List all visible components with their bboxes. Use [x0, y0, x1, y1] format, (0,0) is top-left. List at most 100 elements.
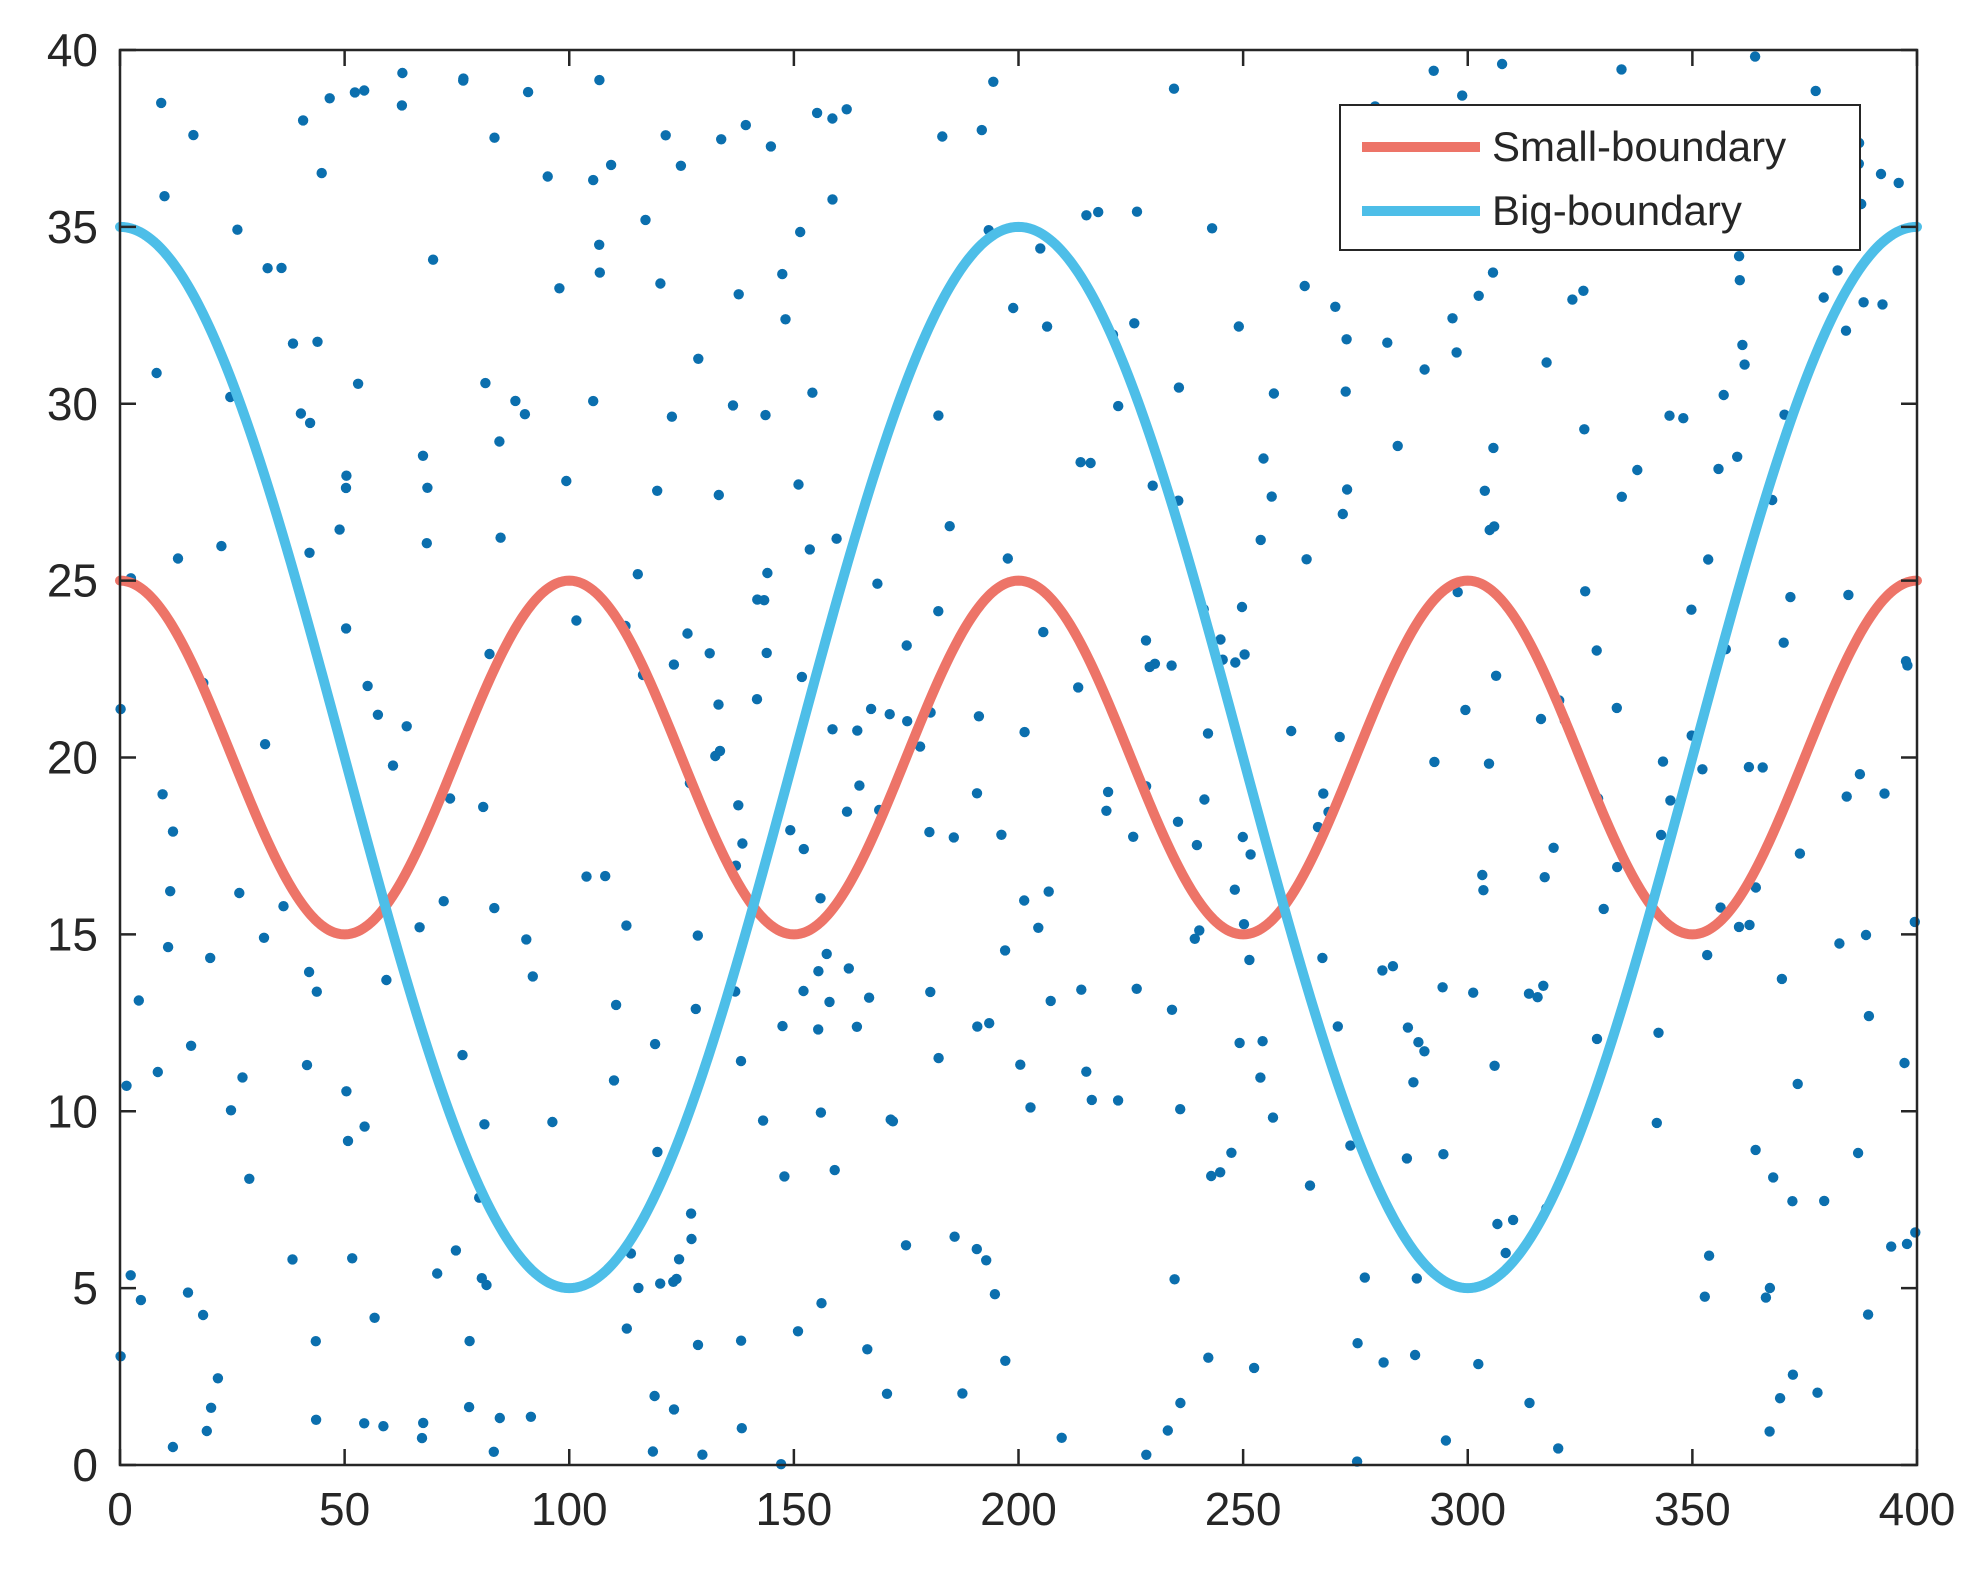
scatter-point — [1451, 347, 1462, 358]
y-tick-label: 15 — [47, 908, 98, 960]
scatter-point — [1215, 1167, 1226, 1178]
scatter-point — [925, 986, 936, 998]
scatter-point — [438, 896, 449, 907]
scatter-point — [378, 1421, 389, 1432]
scatter-point — [463, 1401, 475, 1413]
scatter-point — [1257, 1036, 1268, 1047]
scatter-point — [1776, 973, 1788, 985]
scatter-point — [1245, 849, 1256, 860]
scatter-point — [1632, 464, 1643, 476]
scatter-point — [762, 567, 773, 579]
scatter-point — [733, 289, 744, 300]
scatter-point — [988, 76, 999, 88]
scatter-point — [1900, 656, 1912, 667]
scatter-point — [397, 67, 408, 79]
scatter-point — [827, 194, 838, 205]
scatter-point — [798, 843, 809, 855]
scatter-point — [902, 716, 913, 727]
scatter-point — [1206, 1170, 1217, 1182]
scatter-point — [1858, 297, 1869, 308]
scatter-point — [1879, 788, 1890, 799]
scatter-point — [1318, 788, 1329, 799]
scatter-point — [1749, 51, 1761, 62]
scatter-point — [1862, 1309, 1874, 1320]
scatter-point — [1255, 1072, 1266, 1083]
scatter-point — [297, 115, 309, 126]
scatter-point — [668, 659, 680, 670]
scatter-point — [1286, 725, 1297, 737]
scatter-point — [713, 699, 724, 710]
scatter-point — [489, 902, 500, 914]
scatter-point — [1678, 413, 1689, 424]
scatter-point — [1102, 786, 1114, 798]
scatter-point — [737, 838, 748, 849]
scatter-point — [1408, 1077, 1419, 1088]
scatter-point — [1794, 848, 1806, 859]
scatter-point — [494, 1412, 505, 1424]
scatter-point — [1341, 334, 1352, 345]
scatter-point — [1532, 992, 1543, 1003]
scatter-point — [1893, 177, 1904, 189]
scatter-point — [135, 1294, 147, 1306]
scatter-point — [1732, 451, 1743, 462]
scatter-point — [1538, 980, 1549, 991]
scatter-point — [649, 1390, 660, 1402]
scatter-point — [807, 387, 818, 398]
scatter-point — [1477, 869, 1488, 881]
scatter-point — [1234, 1037, 1245, 1049]
scatter-point — [865, 703, 877, 715]
scatter-point — [479, 1119, 490, 1130]
scatter-point — [1419, 364, 1430, 375]
scatter-point — [159, 191, 170, 202]
scatter-point — [1665, 795, 1676, 806]
scatter-point — [1015, 1059, 1026, 1070]
scatter-point — [1248, 1362, 1260, 1374]
scatter-point — [303, 966, 315, 978]
scatter-point — [1304, 1180, 1316, 1191]
scatter-point — [999, 945, 1011, 956]
scatter-point — [981, 1255, 992, 1266]
scatter-point — [1128, 831, 1139, 842]
scatter-point — [1113, 400, 1124, 412]
scatter-point — [1591, 1033, 1603, 1045]
scatter-point — [971, 788, 983, 799]
scatter-point — [1507, 1214, 1519, 1226]
scatter-point — [418, 1417, 429, 1429]
scatter-point — [1490, 670, 1502, 681]
x-tick-label: 150 — [756, 1483, 833, 1535]
scatter-point — [352, 378, 364, 389]
scatter-point — [1774, 1393, 1786, 1404]
scatter-point — [1764, 1426, 1775, 1437]
scatter-point — [1489, 521, 1500, 532]
scatter-point — [1483, 758, 1495, 769]
scatter-point — [760, 409, 771, 421]
scatter-point — [827, 113, 838, 124]
scatter-point — [1131, 206, 1143, 217]
scatter-point — [900, 1240, 912, 1251]
scatter-point — [162, 941, 174, 953]
scatter-point — [205, 1402, 217, 1414]
scatter-point — [1268, 388, 1280, 399]
x-tick-label: 350 — [1654, 1483, 1731, 1535]
scatter-point — [594, 239, 605, 250]
scatter-point — [1419, 1046, 1430, 1057]
scatter-point — [933, 606, 944, 617]
scatter-point — [316, 167, 327, 179]
scatter-point — [605, 159, 617, 171]
scatter-point — [554, 283, 565, 294]
scatter-point — [851, 1021, 863, 1032]
scatter-point — [1852, 1147, 1864, 1159]
scatter-point — [647, 1446, 659, 1457]
scatter-point — [843, 963, 854, 974]
scatter-point — [821, 948, 832, 960]
scatter-point — [752, 594, 763, 605]
scatter-point — [1468, 987, 1479, 998]
scatter-point — [1818, 292, 1829, 303]
scatter-point — [1237, 831, 1249, 843]
scatter-point — [457, 1049, 468, 1061]
scatter-point — [777, 1020, 788, 1032]
y-tick-label: 40 — [47, 24, 98, 76]
scatter-point — [581, 871, 592, 882]
scatter-point — [525, 1411, 537, 1423]
scatter-point — [396, 100, 408, 111]
